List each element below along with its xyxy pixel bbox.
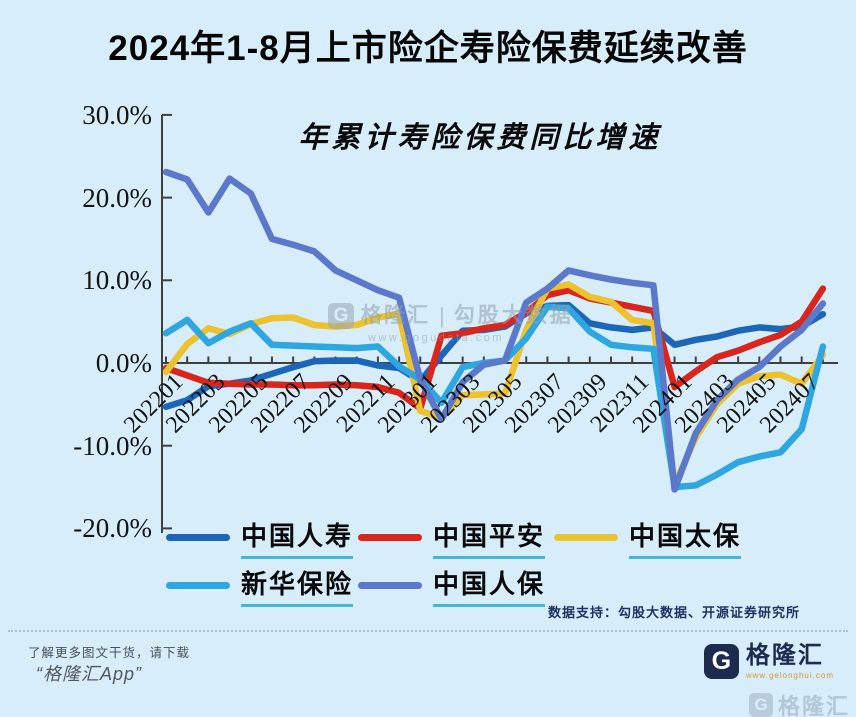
watermark-brand: 格隆汇 <box>361 304 430 328</box>
legend-label-china-life: 中国人寿 <box>241 516 354 559</box>
legend-label-cpic: 中国太保 <box>629 516 742 559</box>
corner-watermark: G 格隆汇 <box>748 689 850 717</box>
footer-divider <box>8 630 848 632</box>
center-watermark: G 格隆汇 | 勾股大数据 www.gogudata.com <box>328 303 588 344</box>
legend-swatch-picc <box>358 582 422 589</box>
watermark-url: www.gogudata.com <box>368 332 504 344</box>
page-title: 2024年1-8月上市险企寿险保费延续改善 <box>108 29 748 68</box>
legend-swatch-ping-an <box>358 534 422 541</box>
y-axis-tick-label: -20.0% <box>73 513 152 544</box>
line-ping-an <box>162 285 827 412</box>
legend-swatch-cpic <box>554 534 618 541</box>
footer-app-name: “格隆汇App” <box>36 664 143 684</box>
legend-label-ping-an: 中国平安 <box>433 516 546 559</box>
legend-swatch-china-life <box>166 534 230 541</box>
y-axis-tick-label: 30.0% <box>82 99 152 130</box>
line-picc <box>162 168 827 493</box>
legend-label-nci: 新华保险 <box>241 564 354 607</box>
legend-item-china-life: 中国人寿 <box>166 516 354 559</box>
corner-watermark-brand: 格隆汇 <box>777 694 850 717</box>
watermark-logo-icon: G <box>328 303 354 329</box>
y-axis-tick-label: 10.0% <box>82 265 152 296</box>
y-axis-tick-label: 0.0% <box>95 348 152 378</box>
watermark-name: 勾股大数据 <box>453 304 574 328</box>
gelonghui-logo-icon: G <box>703 644 739 679</box>
chart-subtitle: 年累计寿险保费同比增速 <box>298 122 662 154</box>
watermark-divider: | <box>439 302 445 328</box>
gelonghui-logo-url: www.gelonghui.com <box>745 671 834 680</box>
legend-item-ping-an: 中国平安 <box>358 516 546 559</box>
y-axis-tick-label: 20.0% <box>82 182 152 213</box>
line-chart <box>161 113 838 533</box>
legend-label-picc: 中国人保 <box>433 564 546 607</box>
data-source-note: 数据支持：勾股大数据、开源证券研究所 <box>547 605 800 620</box>
legend-swatch-nci <box>166 582 230 589</box>
gelonghui-logo-text: 格隆汇 <box>745 642 824 669</box>
corner-watermark-icon: G <box>748 693 773 717</box>
legend-item-nci: 新华保险 <box>166 564 354 607</box>
y-axis-tick-label: -10.0% <box>73 430 152 461</box>
footer-promo-text: 了解更多图文干货，请下载 <box>28 646 191 660</box>
legend-item-picc: 中国人保 <box>358 564 546 607</box>
gelonghui-logo: G 格隆汇 www.gelonghui.com <box>703 642 834 680</box>
legend-item-cpic: 中国太保 <box>554 516 742 559</box>
